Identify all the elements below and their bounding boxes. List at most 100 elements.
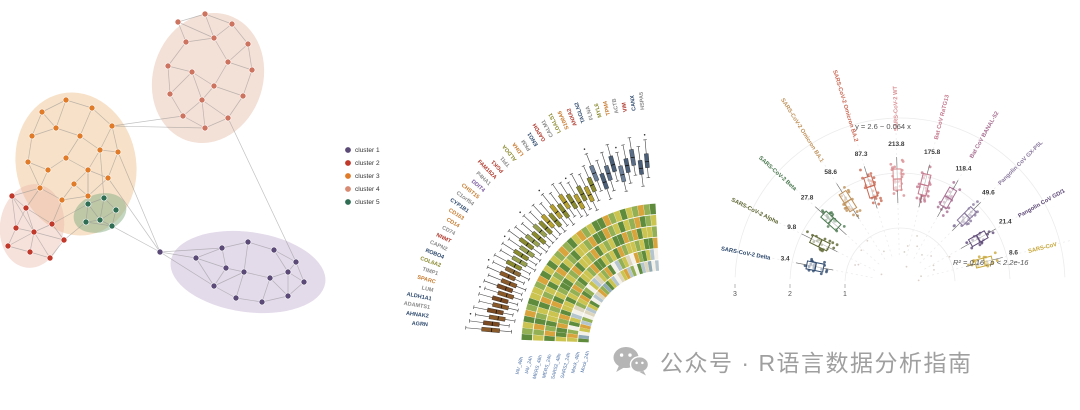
heatmap-cell <box>616 271 626 283</box>
network-node <box>22 204 30 212</box>
spoke-boxplot <box>952 202 981 231</box>
heatmap-cell <box>634 240 642 252</box>
heatmap-cell <box>571 265 583 276</box>
heatmap-cell <box>578 334 590 340</box>
heatmap-cell <box>591 220 602 232</box>
heatmap-cell <box>570 249 582 261</box>
gene-label: ADAMTS1 <box>403 301 430 311</box>
gene-boxplot <box>501 241 538 267</box>
heatmap-cell <box>645 215 652 227</box>
gene-boxplot <box>615 146 629 193</box>
heatmap-cell <box>586 283 597 294</box>
heatmap-cell <box>637 204 645 217</box>
network-node <box>28 132 36 140</box>
gene-boxplot <box>569 172 593 211</box>
network-node <box>84 192 92 200</box>
network-node <box>62 96 70 104</box>
heatmap-cell <box>523 315 535 324</box>
legend-swatch <box>345 160 351 166</box>
heatmap-cell <box>607 264 617 276</box>
heatmap-cell <box>598 242 608 255</box>
heatmap-cell <box>575 301 587 310</box>
heatmap-cell <box>580 273 591 284</box>
spoke-boxplot <box>965 255 1003 269</box>
heatmap-cell <box>649 249 655 261</box>
heatmap-cell <box>575 229 587 242</box>
heatmap-cell <box>573 305 585 313</box>
network-node <box>76 132 84 140</box>
legend-label: cluster 3 <box>355 173 380 180</box>
heatmap-cell <box>578 338 589 343</box>
gene-label: CANX <box>630 95 638 112</box>
axis-tick-label: 2 <box>788 291 792 298</box>
heatmap-cell <box>643 204 651 216</box>
heatmap-cell <box>542 264 555 276</box>
spoke-label: SARS-CoV-2 Alpha <box>730 197 780 226</box>
gene-boxplot <box>538 189 569 227</box>
sample-labels: Mock_24hMock_48hSARS2_24hSARS2_48hMERS_2… <box>515 350 592 380</box>
spoke-boxplot <box>836 183 860 220</box>
heatmap-cell <box>550 300 563 309</box>
network-node <box>240 268 248 276</box>
heatmap-cell <box>581 290 593 300</box>
spoke-value: 49.6 <box>982 190 995 197</box>
gene-label: ACTB <box>612 98 621 114</box>
spoke-label: SARS-CoV <box>1028 242 1058 255</box>
gene-boxplot <box>493 253 531 276</box>
network-node <box>82 218 90 226</box>
heatmap-cell <box>636 263 644 275</box>
heatmap-cell <box>585 306 597 315</box>
heatmap-cell <box>585 251 597 263</box>
heatmap-cell <box>578 258 589 269</box>
network-node <box>218 244 226 252</box>
network-node <box>8 192 16 200</box>
gene-boxplot <box>528 210 559 241</box>
heatmap-cell <box>600 254 611 266</box>
network-node <box>4 242 12 250</box>
gene-boxplot <box>600 151 616 192</box>
spoke-boxplot <box>937 180 959 218</box>
heatmap-cell <box>622 219 631 232</box>
gene-boxplot <box>507 228 543 257</box>
network-node <box>104 174 112 182</box>
heatmap-cell <box>639 216 647 228</box>
heatmap-cell <box>534 280 547 291</box>
heatmap-cell <box>550 255 562 267</box>
legend-label: cluster 1 <box>355 147 380 154</box>
heatmap-cell <box>589 263 600 274</box>
network-node <box>210 282 218 290</box>
heatmap-cell <box>591 296 602 306</box>
heatmap-cell <box>589 300 600 309</box>
gene-label: AHNAK2 <box>406 311 429 320</box>
heatmap-cell <box>560 309 572 317</box>
network-node <box>258 298 266 306</box>
network-node <box>84 200 92 208</box>
heatmap-cell <box>633 216 642 229</box>
heatmap-cell <box>647 260 653 272</box>
heatmap-cell <box>568 320 580 328</box>
network-node <box>188 68 196 76</box>
heatmap-cell <box>625 242 633 255</box>
heatmap-cell <box>633 252 641 264</box>
cluster-legend: cluster 1 cluster 2 cluster 3 cluster 4 clus… <box>345 147 380 206</box>
gene-boxplot <box>499 248 537 273</box>
gene-boxplot <box>465 325 513 334</box>
gene-boxplot <box>564 177 590 217</box>
network-node <box>292 258 300 266</box>
heatmap-cell <box>562 257 574 269</box>
heatmap-cell <box>571 284 583 294</box>
gene-boxplot <box>558 181 584 218</box>
heatmap-cell <box>636 228 644 240</box>
heatmap-cell <box>536 275 549 286</box>
heatmap-cell <box>584 309 596 318</box>
gene-boxplot <box>643 134 651 179</box>
heatmap-cell <box>583 269 594 280</box>
heatmap-cell <box>602 240 613 252</box>
gene-label: ALDH1A1 <box>406 292 432 303</box>
legend-swatch <box>345 199 351 205</box>
gene-boxplot <box>627 137 638 176</box>
heatmap-cell <box>613 273 623 285</box>
cluster-hull <box>170 230 326 314</box>
network-node <box>30 228 38 236</box>
gene-label: MYL6 <box>594 102 604 118</box>
